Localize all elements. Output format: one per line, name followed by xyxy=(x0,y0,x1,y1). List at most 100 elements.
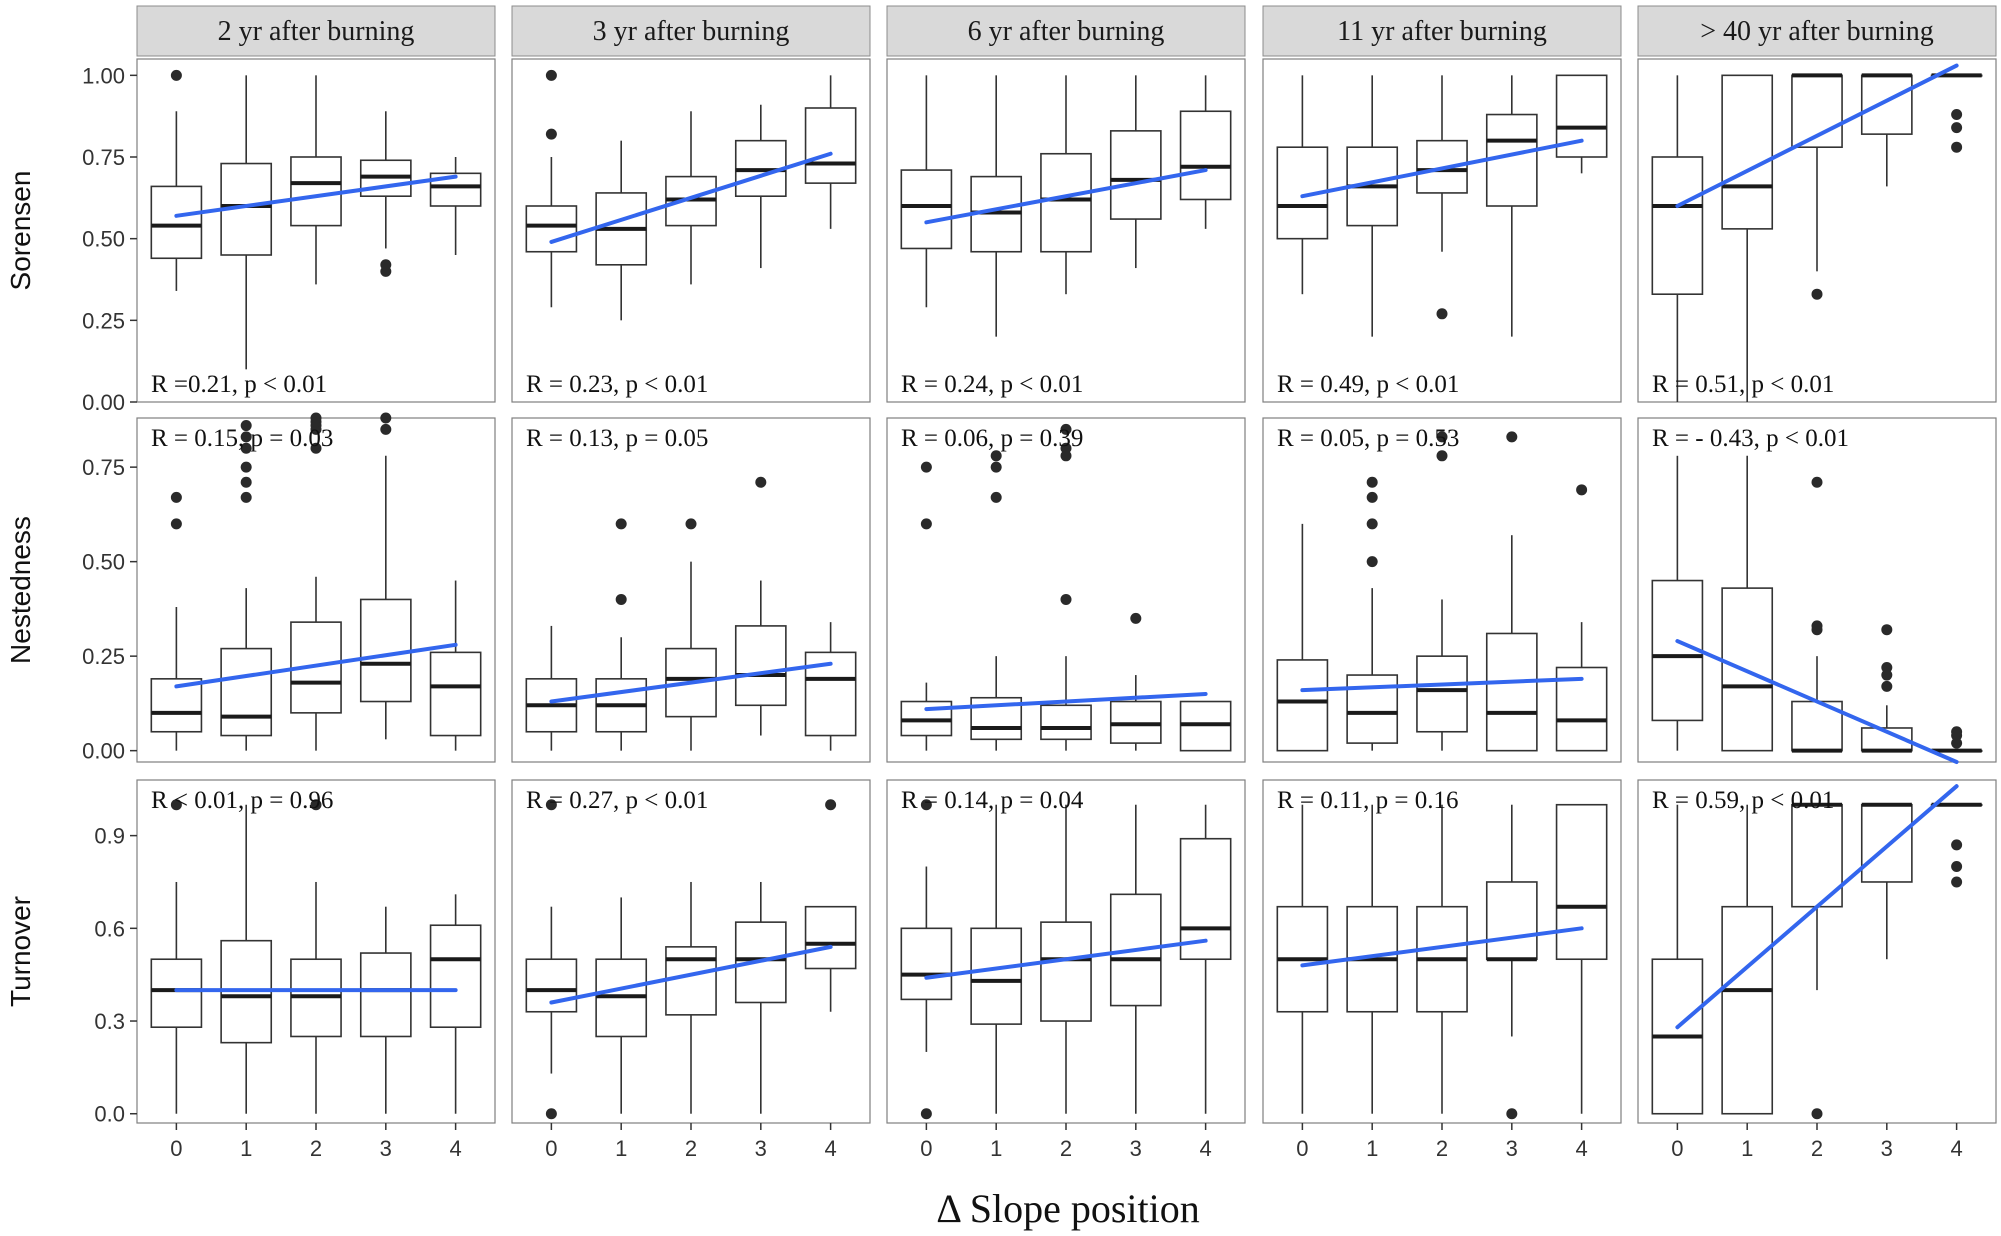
outlier-point xyxy=(310,799,322,811)
box-4 xyxy=(1555,74,1608,174)
panel-turnover-0: R < 0.01, p = 0.96 0 1 2 3 4 xyxy=(136,779,496,1161)
trend-line xyxy=(924,168,1208,225)
iqr-box xyxy=(150,958,203,1029)
stat-annotation: R = 0.11, p = 0.16 xyxy=(1277,787,1458,814)
iqr-box xyxy=(1040,704,1092,741)
outlier-point xyxy=(1951,737,1963,749)
box-4 xyxy=(429,157,482,255)
box-2 xyxy=(290,75,342,285)
outlier-point xyxy=(920,1108,932,1120)
outlier-point xyxy=(170,518,182,530)
strip-title-0: 2 yr after burning xyxy=(218,16,415,47)
outlier-point xyxy=(1951,726,1963,738)
panel-sorensen-0: R =0.21, p < 0.01 xyxy=(136,58,496,403)
iqr-box xyxy=(970,927,1023,1025)
outlier-point xyxy=(380,259,392,271)
trend-line xyxy=(924,691,1208,712)
box-3 xyxy=(1860,73,1913,187)
box-3 xyxy=(1485,804,1538,1120)
box-0 xyxy=(1651,804,1704,1115)
iqr-box xyxy=(1179,110,1232,201)
stat-annotation: R = 0.59, p < 0.01 xyxy=(1652,787,1834,814)
trend-line xyxy=(1300,926,1584,968)
panel-turnover-2: R = 0.14, p = 0.04 0 1 2 3 4 xyxy=(886,779,1246,1161)
column-strips: 2 yr after burning 3 yr after burning 6 yr… xyxy=(136,5,1997,57)
x-axis-label: Δ Slope position xyxy=(936,1186,1200,1231)
outlier-point xyxy=(170,799,182,811)
panel-sorensen-1: R = 0.23, p < 0.01 xyxy=(511,58,871,403)
x-tick-label: 2 xyxy=(1060,1136,1072,1161)
outlier-point xyxy=(1811,288,1823,300)
box-4 xyxy=(804,799,857,1012)
outlier-point xyxy=(1366,518,1378,530)
y-tick-label: 0.75 xyxy=(82,455,125,480)
x-tick-label: 4 xyxy=(1575,1136,1587,1161)
box-4 xyxy=(1179,75,1232,229)
outlier-point xyxy=(170,69,182,81)
trend-line xyxy=(174,174,458,218)
x-tick-label: 2 xyxy=(1811,1136,1823,1161)
box-0 xyxy=(1276,804,1329,1114)
outlier-point xyxy=(920,461,932,473)
trend-line xyxy=(1675,784,1959,1030)
y-tick-label: 0.25 xyxy=(82,308,125,333)
iqr-box xyxy=(1416,655,1468,733)
iqr-box xyxy=(429,172,482,207)
strip-2 xyxy=(886,5,1246,57)
y-tick-label: 0.00 xyxy=(82,739,125,764)
panel-nestedness-3: R = 0.05, p = 0.53 xyxy=(1262,417,1622,763)
trend-line xyxy=(1300,138,1584,199)
panel-nestedness-4: R = - 0.43, p < 0.01 xyxy=(1637,417,1997,764)
panel-turnover-4: R = 0.59, p < 0.01 0 1 2 3 4 xyxy=(1637,779,1997,1161)
x-tick-label: 3 xyxy=(380,1136,392,1161)
stat-annotation: R = 0.27, p < 0.01 xyxy=(526,787,708,814)
outlier-point xyxy=(1811,1108,1823,1120)
iqr-box xyxy=(1555,803,1608,961)
box-4 xyxy=(1179,700,1232,752)
box-3 xyxy=(1109,612,1162,751)
outlier-point xyxy=(1951,839,1963,851)
panel-sorensen-3: R = 0.49, p < 0.01 xyxy=(1262,58,1622,403)
box-2 xyxy=(1040,75,1092,295)
iqr-box xyxy=(1651,579,1704,722)
outlier-point xyxy=(990,450,1002,462)
outlier-point xyxy=(1576,484,1588,496)
strip-title-3: 11 yr after burning xyxy=(1337,16,1547,47)
box-2 xyxy=(665,881,717,1114)
stat-annotation: R = 0.05, p = 0.53 xyxy=(1277,425,1459,452)
iqr-box xyxy=(900,927,953,1001)
iqr-box xyxy=(804,905,857,970)
outlier-point xyxy=(615,593,627,605)
outlier-point xyxy=(1130,612,1142,624)
box-3 xyxy=(359,906,412,1114)
box-0 xyxy=(900,75,953,308)
outlier-point xyxy=(240,461,252,473)
stat-annotation: R = 0.06, p = 0.39 xyxy=(901,425,1083,452)
box-0 xyxy=(150,69,203,291)
panel-grid: R =0.21, p < 0.01 R = 0.23, p < 0.01 R = 0… xyxy=(136,58,1997,1161)
x-tick-label: 4 xyxy=(449,1136,461,1161)
x-tick-label: 1 xyxy=(240,1136,252,1161)
y-tick-label: 0.0 xyxy=(94,1102,125,1127)
box-4 xyxy=(804,75,857,229)
x-tick-label: 1 xyxy=(1366,1136,1378,1161)
outlier-point xyxy=(240,476,252,488)
outlier-point xyxy=(1060,450,1072,462)
outlier-point xyxy=(310,442,322,454)
outlier-point xyxy=(240,491,252,503)
outlier-point xyxy=(1060,593,1072,605)
outlier-point xyxy=(1060,423,1072,435)
x-tick-label: 3 xyxy=(1130,1136,1142,1161)
box-4 xyxy=(1930,802,1983,888)
x-tick-label: 3 xyxy=(755,1136,767,1161)
iqr-box xyxy=(220,647,273,737)
x-tick-label: 4 xyxy=(1950,1136,1962,1161)
iqr-box xyxy=(429,924,482,1029)
outlier-point xyxy=(920,799,932,811)
row-axis-labels: Sorensen 0.00 0.25 0.50 0.75 1.00 Nestedness 0.… xyxy=(5,63,137,1127)
outlier-point xyxy=(825,799,837,811)
strip-title-2: 6 yr after burning xyxy=(968,16,1165,47)
outlier-point xyxy=(990,461,1002,473)
x-tick-label: 0 xyxy=(1296,1136,1308,1161)
